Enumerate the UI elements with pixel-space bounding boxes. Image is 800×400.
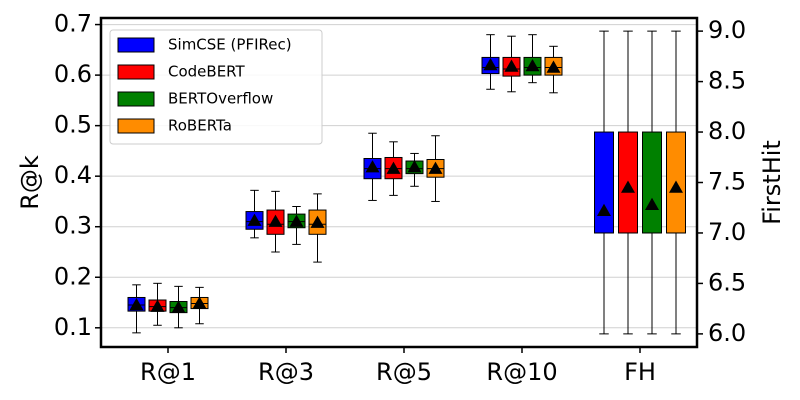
left-tick-label: 0.3 [54,212,92,240]
mean-marker [504,59,519,72]
mean-marker [597,203,611,217]
left-tick-label: 0.4 [54,161,92,189]
mean-marker [525,59,540,72]
mean-marker [483,58,498,71]
right-y-axis: 6.0 6.5 7.0 7.5 8.0 8.5 9.0 [697,16,746,347]
x-tick-label: R@1 [140,358,196,386]
mean-marker [645,197,659,210]
mean-marker [268,214,283,227]
box-FH-SimCSE (PFIRec) [594,30,614,335]
mean-marker [386,161,401,174]
box-R@1-RoBERTa [190,286,209,325]
legend-swatch [117,64,155,80]
box-R@1-BERTOverflow [169,285,188,329]
legend-label: RoBERTa [168,117,232,135]
legend-label: CodeBERT [168,63,246,81]
legend-swatch [117,118,155,134]
mean-marker [428,161,443,174]
box-FH-BERTOverflow [642,30,662,335]
box-R@5-RoBERTa [426,135,445,202]
box-iqr [642,131,662,234]
right-tick-label: 6.0 [708,319,746,347]
box-R@5-SimCSE (PFIRec) [363,132,382,201]
mean-marker [546,60,561,73]
x-tick-label: R@10 [486,358,557,386]
box-R@3-RoBERTa [308,193,327,263]
box-R@10-CodeBERT [502,35,521,93]
x-tick-label: R@3 [258,358,314,386]
legend-swatch [117,91,155,107]
left-tick-label: 0.2 [54,262,92,290]
mean-marker [192,296,207,309]
mean-marker [621,180,635,193]
box-R@10-SimCSE (PFIRec) [481,34,500,90]
box-R@3-BERTOverflow [287,206,306,245]
box-iqr [594,131,614,234]
legend-swatch [117,37,155,53]
mean-marker [129,298,144,311]
box-R@10-RoBERTa [544,45,563,94]
right-tick-label: 8.5 [708,67,746,95]
box-R@10-BERTOverflow [523,34,542,84]
right-tick-label: 7.5 [708,168,746,196]
legend-label: BERTOverflow [168,90,273,108]
right-tick-label: 8.0 [708,117,746,145]
left-tick-label: 0.7 [54,10,92,38]
legend: SimCSE (PFIRec) CodeBERT BERTOverflow RoBER… [109,29,323,145]
left-y-axis: 0.1 0.2 0.3 0.4 0.5 0.6 0.7 [54,10,101,341]
mean-marker [247,213,262,226]
box-R@3-SimCSE (PFIRec) [245,189,264,239]
x-axis: R@1 R@3 R@5 R@10 FH [140,347,656,386]
legend-frame [109,29,323,145]
x-tick-label: R@5 [376,358,432,386]
left-tick-label: 0.6 [54,60,92,88]
mean-marker [407,160,422,173]
x-tick-label: FH [624,358,656,386]
box-R@5-BERTOverflow [405,152,424,187]
box-R@1-SimCSE (PFIRec) [127,284,146,334]
mean-marker [150,299,165,312]
right-axis-title: FirstHit [758,140,786,225]
mean-marker [365,160,380,173]
box-R@3-CodeBERT [266,190,285,253]
box-layer [127,30,686,335]
left-tick-label: 0.1 [54,313,92,341]
left-axis-title: R@k [16,155,44,210]
mean-marker [669,180,683,193]
mean-marker [310,215,325,228]
box-R@5-CodeBERT [384,141,403,196]
right-tick-label: 7.0 [708,218,746,246]
left-tick-label: 0.5 [54,111,92,139]
mean-marker [289,214,304,227]
mean-marker [171,300,186,313]
box-FH-RoBERTa [666,30,686,335]
box-FH-CodeBERT [618,30,638,335]
right-tick-label: 9.0 [708,16,746,44]
legend-label: SimCSE (PFIRec) [168,36,292,54]
right-tick-label: 6.5 [708,268,746,296]
box-R@1-CodeBERT [148,282,167,326]
